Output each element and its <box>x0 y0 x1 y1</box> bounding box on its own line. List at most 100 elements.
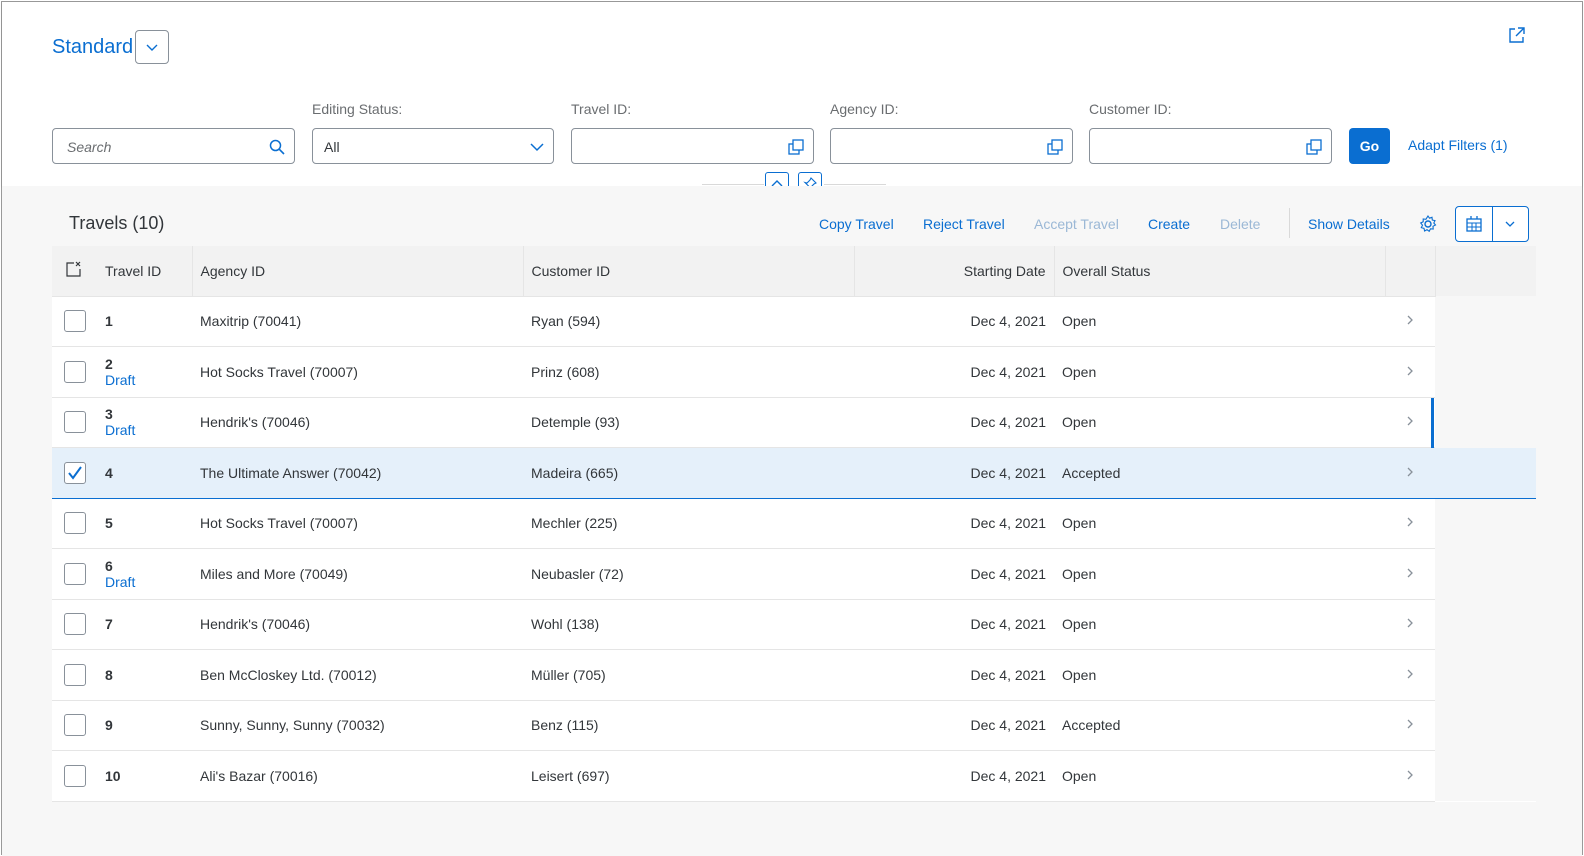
chevron-right-icon[interactable] <box>1405 365 1415 377</box>
row-checkbox[interactable] <box>64 461 86 484</box>
variant-dropdown-button[interactable] <box>135 30 170 64</box>
row-nav-cell[interactable] <box>1385 498 1435 549</box>
deselect-all-icon[interactable] <box>64 260 82 278</box>
spare-cell <box>1435 599 1536 650</box>
table-row[interactable]: 7 Hendrik's (70046) Wohl (138) Dec 4, 2021 O… <box>52 599 1536 650</box>
chevron-right-icon[interactable] <box>1405 415 1415 427</box>
agency-cell: Ben McCloskey Ltd. (70012) <box>192 649 523 701</box>
travel-id-cell: 10 <box>97 750 192 802</box>
row-checkbox[interactable] <box>64 714 86 737</box>
starting-date-cell: Dec 4, 2021 <box>854 296 1054 347</box>
agency-cell: Sunny, Sunny, Sunny (70032) <box>192 700 523 751</box>
header-overall-status[interactable]: Overall Status <box>1054 246 1386 297</box>
copy-travel-button[interactable]: Copy Travel <box>819 216 894 232</box>
draft-link[interactable]: Draft <box>105 371 136 388</box>
spare-cell <box>1435 296 1536 347</box>
table-header-row: Travel ID Agency ID Customer ID Starting… <box>52 246 1536 297</box>
delete-button[interactable]: Delete <box>1220 216 1261 232</box>
table-row[interactable]: 4 The Ultimate Answer (70042) Madeira (665… <box>52 447 1536 499</box>
travel-id-value: 9 <box>105 717 113 734</box>
agency-cell: Hendrik's (70046) <box>192 397 523 448</box>
spare-cell <box>1435 700 1536 751</box>
table-row[interactable]: 8 Ben McCloskey Ltd. (70012) Müller (705) D… <box>52 649 1536 701</box>
row-nav-cell[interactable] <box>1385 447 1435 499</box>
travel-id-value: 10 <box>105 767 121 784</box>
agency-id-input[interactable] <box>830 128 1073 164</box>
row-checkbox[interactable] <box>64 310 86 333</box>
table-row[interactable]: 3 Draft Hendrik's (70046) Detemple (93) Dec … <box>52 397 1536 448</box>
gear-icon[interactable] <box>1418 214 1438 234</box>
value-help-icon[interactable] <box>1046 138 1064 156</box>
agency-id-label: Agency ID: <box>830 101 899 117</box>
table-row[interactable]: 2 Draft Hot Socks Travel (70007) Prinz (608… <box>52 346 1536 398</box>
search-icon[interactable] <box>268 138 286 156</box>
row-nav-cell[interactable] <box>1385 649 1435 701</box>
table-body: 1 Maxitrip (70041) Ryan (594) Dec 4, 2021 Op… <box>52 296 1536 802</box>
value-help-icon[interactable] <box>1305 138 1323 156</box>
select-all-header[interactable] <box>52 246 97 297</box>
starting-date-cell: Dec 4, 2021 <box>854 700 1054 751</box>
row-checkbox[interactable] <box>64 613 86 636</box>
header-agency-id[interactable]: Agency ID <box>192 246 524 297</box>
travel-id-input[interactable] <box>571 128 814 164</box>
table-row[interactable]: 10 Ali's Bazar (70016) Leisert (697) Dec 4,… <box>52 750 1536 802</box>
row-nav-cell[interactable] <box>1385 296 1435 347</box>
row-checkbox[interactable] <box>64 764 86 787</box>
chevron-right-icon[interactable] <box>1405 668 1415 680</box>
customer-cell: Prinz (608) <box>523 346 854 398</box>
variant-title[interactable]: Standard <box>52 35 134 58</box>
row-checkbox[interactable] <box>64 360 86 383</box>
chevron-down-icon[interactable] <box>1504 218 1516 230</box>
row-select-cell <box>52 447 97 499</box>
chevron-right-icon[interactable] <box>1405 769 1415 781</box>
header-travel-id[interactable]: Travel ID <box>97 246 193 297</box>
editing-status-select[interactable]: All <box>312 128 554 164</box>
chevron-right-icon[interactable] <box>1405 466 1415 478</box>
table-row[interactable]: 9 Sunny, Sunny, Sunny (70032) Benz (115) De… <box>52 700 1536 751</box>
row-nav-cell[interactable] <box>1385 548 1435 600</box>
chevron-right-icon[interactable] <box>1405 617 1415 629</box>
agency-cell: Maxitrip (70041) <box>192 296 523 347</box>
chevron-down-icon <box>530 143 544 152</box>
row-checkbox[interactable] <box>64 411 86 434</box>
chevron-right-icon[interactable] <box>1405 718 1415 730</box>
table-row[interactable]: 6 Draft Miles and More (70049) Neubasler (7… <box>52 548 1536 600</box>
table-row[interactable]: 5 Hot Socks Travel (70007) Mechler (225) De… <box>52 498 1536 549</box>
row-nav-cell[interactable] <box>1385 397 1435 448</box>
accept-travel-button[interactable]: Accept Travel <box>1034 216 1119 232</box>
create-button[interactable]: Create <box>1148 216 1191 232</box>
adapt-filters-button[interactable]: Adapt Filters (1) <box>1408 137 1508 153</box>
draft-link[interactable]: Draft <box>105 422 136 439</box>
value-help-icon[interactable] <box>787 138 805 156</box>
chevron-right-icon[interactable] <box>1405 567 1415 579</box>
draft-link[interactable]: Draft <box>105 573 136 590</box>
customer-cell: Mechler (225) <box>523 498 854 549</box>
show-details-button[interactable]: Show Details <box>1308 216 1390 232</box>
row-checkbox[interactable] <box>64 663 86 686</box>
customer-id-input[interactable] <box>1089 128 1332 164</box>
header-customer-id[interactable]: Customer ID <box>523 246 855 297</box>
row-nav-cell[interactable] <box>1385 750 1435 802</box>
row-nav-cell[interactable] <box>1385 700 1435 751</box>
row-nav-cell[interactable] <box>1385 346 1435 398</box>
row-select-cell <box>52 750 97 802</box>
spreadsheet-icon[interactable] <box>1465 215 1483 233</box>
row-checkbox[interactable] <box>64 512 86 535</box>
header-starting-date[interactable]: Starting Date <box>854 246 1055 297</box>
row-nav-cell[interactable] <box>1385 599 1435 650</box>
overall-status-cell: Open <box>1054 397 1385 448</box>
row-focus-marker <box>1431 398 1434 448</box>
row-select-cell <box>52 700 97 751</box>
row-checkbox[interactable] <box>64 562 86 585</box>
table-title: Travels (10) <box>69 213 165 233</box>
share-icon[interactable] <box>1506 24 1528 46</box>
table-row[interactable]: 1 Maxitrip (70041) Ryan (594) Dec 4, 2021 Op… <box>52 296 1536 347</box>
export-split-button[interactable] <box>1455 206 1529 242</box>
reject-travel-button[interactable]: Reject Travel <box>923 216 1005 232</box>
chevron-right-icon[interactable] <box>1405 314 1415 326</box>
search-input[interactable]: Search <box>52 128 295 164</box>
chevron-right-icon[interactable] <box>1405 516 1415 528</box>
go-button[interactable]: Go <box>1349 128 1390 164</box>
chevron-up-icon <box>771 180 783 187</box>
overall-status-cell: Open <box>1054 599 1385 650</box>
